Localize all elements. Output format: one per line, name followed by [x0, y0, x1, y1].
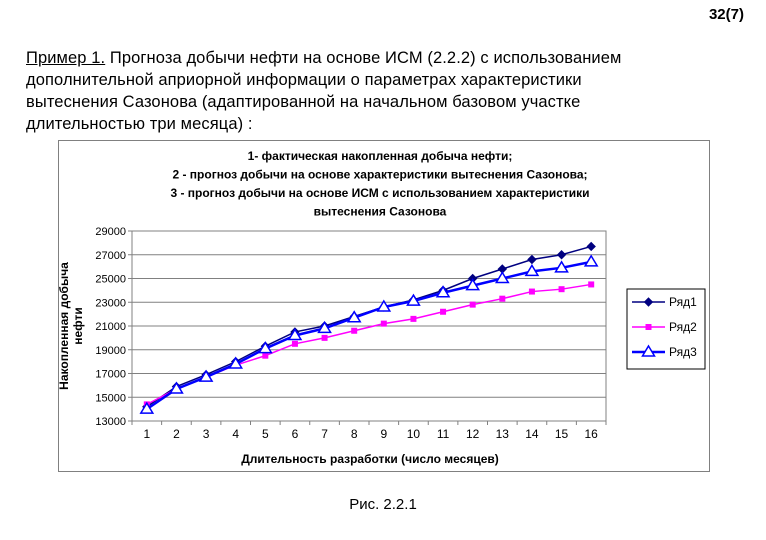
data-point	[410, 315, 417, 322]
chart-title-line: 1- фактическая накопленная добыча нефти;	[248, 149, 513, 163]
data-point	[588, 281, 595, 288]
gridlines	[132, 230, 606, 422]
chart-frame: 1- фактическая накопленная добыча нефти;…	[58, 140, 710, 472]
legend-entry: Ряд3	[669, 345, 697, 359]
x-tick-label: 15	[555, 427, 569, 441]
y-axis-label-line: Накопленная добыча	[59, 262, 71, 390]
series-line	[146, 260, 592, 411]
data-point	[527, 254, 537, 265]
intro-paragraph: Пример 1. Прогноза добычи нефти на основ…	[26, 47, 746, 135]
data-point	[583, 254, 599, 267]
x-tick-label: 10	[407, 427, 421, 441]
y-tick-label: 19000	[95, 345, 126, 357]
x-tick-label: 3	[203, 427, 210, 441]
y-axis-ticks: 13000 15000 17000 19000 21000 23000 25000 27000…	[95, 226, 132, 428]
x-axis-ticks: 1 2 3 4 5 6 7 8 9 10 11 12 13 14 15 16	[131, 421, 607, 441]
data-point	[469, 301, 476, 308]
chart-title-line: 2 - прогноз добычи на основе характерист…	[172, 168, 587, 182]
y-tick-label: 15000	[95, 392, 126, 404]
x-tick-label: 11	[437, 427, 450, 441]
data-point	[554, 260, 569, 273]
data-point	[139, 401, 155, 414]
data-point	[198, 369, 214, 382]
data-point	[169, 381, 184, 394]
data-point	[641, 344, 656, 357]
data-point	[494, 271, 510, 284]
x-tick-label: 8	[351, 427, 358, 441]
data-point	[346, 310, 362, 323]
data-point	[586, 241, 596, 252]
chart-title-line: вытеснения Сазонова	[314, 205, 447, 219]
x-tick-label: 16	[585, 427, 599, 441]
x-tick-label: 12	[466, 427, 480, 441]
data-point	[291, 340, 298, 347]
x-axis-label: Длительность разработки (число месяцев)	[241, 452, 499, 466]
data-point	[645, 324, 652, 330]
data-point	[317, 320, 332, 334]
x-tick-label: 6	[292, 427, 299, 441]
series-lines	[139, 241, 599, 414]
page-number: 32(7)	[708, 6, 744, 23]
x-tick-label: 9	[380, 427, 387, 441]
data-point	[376, 299, 392, 312]
data-point	[380, 320, 387, 327]
series-3	[139, 254, 599, 414]
data-point	[287, 328, 303, 341]
example-label: Пример 1.	[26, 49, 106, 67]
data-point	[643, 297, 654, 307]
intro-line-3: вытеснения Сазонова (адаптированной на н…	[26, 93, 581, 111]
data-point	[321, 334, 328, 341]
x-tick-label: 14	[525, 427, 539, 441]
data-point	[406, 293, 421, 306]
data-point	[528, 288, 535, 295]
intro-line-2: дополнительной априорной информации о па…	[26, 71, 582, 89]
legend-entry: Ряд1	[669, 295, 697, 309]
data-point	[262, 352, 269, 359]
y-tick-label: 21000	[95, 321, 126, 333]
y-tick-label: 17000	[95, 369, 126, 381]
intro-line-4: длительностью три месяца) :	[26, 115, 253, 133]
data-point	[257, 341, 273, 354]
intro-line-1: Прогноза добычи нефти на основе ИСМ (2.2…	[105, 49, 622, 67]
y-axis-label-line: нефти	[71, 307, 85, 345]
x-tick-label: 4	[232, 427, 239, 441]
y-tick-label: 27000	[95, 250, 126, 262]
chart-title-line: 3 - прогноз добычи на основе ИСМ с испол…	[170, 186, 589, 200]
figure-caption: Рис. 2.2.1	[349, 496, 417, 513]
x-tick-label: 13	[496, 427, 510, 441]
y-tick-label: 13000	[95, 416, 126, 428]
chart-title: 1- фактическая накопленная добыча нефти;…	[170, 149, 589, 219]
legend: Ряд1 Ряд2 Ряд3	[626, 288, 706, 370]
chart: 1- фактическая накопленная добыча нефти;…	[59, 149, 706, 466]
x-tick-label: 7	[321, 427, 328, 441]
y-tick-label: 29000	[95, 226, 126, 238]
data-point	[351, 327, 358, 334]
legend-entry: Ряд2	[669, 320, 697, 334]
data-point	[499, 295, 506, 302]
data-point	[228, 356, 244, 369]
x-tick-label: 2	[173, 427, 180, 441]
data-point	[465, 278, 481, 291]
x-tick-label: 1	[143, 427, 150, 441]
data-point	[556, 250, 567, 260]
y-tick-label: 23000	[95, 297, 126, 309]
data-point	[558, 286, 565, 293]
data-point	[440, 308, 447, 315]
y-tick-label: 25000	[95, 274, 126, 286]
x-tick-label: 5	[262, 427, 269, 441]
data-point	[435, 285, 451, 298]
data-point	[524, 263, 540, 277]
